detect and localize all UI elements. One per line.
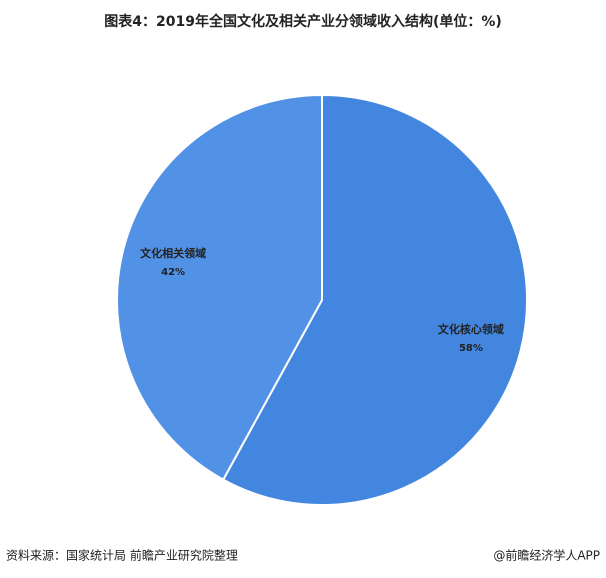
source-note: 资料来源：国家统计局 前瞻产业研究院整理 <box>6 548 238 563</box>
pie-slice <box>116 93 323 482</box>
chart-title: 图表4：2019年全国文化及相关产业分领域收入结构(单位：%) <box>104 13 502 30</box>
slice-value: 42% <box>161 267 185 278</box>
slice-label: 文化核心领域 <box>438 322 504 336</box>
slice-value: 58% <box>459 343 483 354</box>
pie-slice <box>221 93 528 506</box>
slice-label: 文化相关领域 <box>140 246 206 260</box>
credit: @前瞻经济学人APP <box>493 548 600 563</box>
